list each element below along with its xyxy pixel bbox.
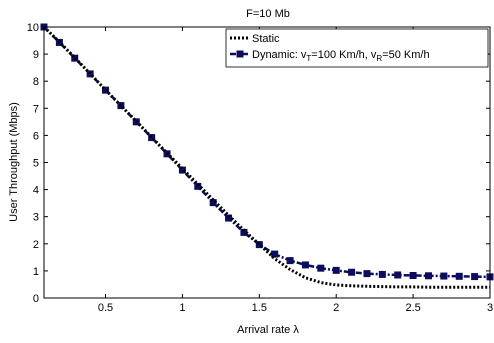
legend: Static Dynamic: vT=100 Km/h, vR=50 Km/h bbox=[225, 28, 489, 68]
series-point-dynamic bbox=[332, 266, 340, 274]
y-tick-label: 8 bbox=[33, 76, 39, 88]
series-point-dynamic bbox=[194, 182, 202, 190]
series-point-dynamic bbox=[363, 270, 371, 278]
series-point-dynamic bbox=[317, 264, 325, 272]
y-tick-label: 6 bbox=[33, 130, 39, 142]
series-point-dynamic bbox=[424, 272, 432, 280]
y-tick-label: 7 bbox=[33, 103, 39, 115]
series-point-dynamic bbox=[148, 134, 156, 142]
series-line-static bbox=[42, 25, 490, 289]
y-tick-label: 1 bbox=[33, 266, 39, 278]
series-point-dynamic bbox=[471, 273, 479, 281]
x-tick-label: 0.5 bbox=[98, 302, 113, 314]
series-point-dynamic bbox=[178, 166, 186, 174]
series-point-dynamic bbox=[348, 268, 356, 276]
y-tick-label: 10 bbox=[27, 22, 39, 34]
series-point-dynamic bbox=[225, 214, 233, 222]
x-tick-label: 1 bbox=[179, 302, 185, 314]
y-tick-label: 0 bbox=[33, 293, 39, 305]
x-axis-label: Arrival rate λ bbox=[237, 324, 299, 336]
series-point-dynamic bbox=[378, 270, 386, 278]
series-point-dynamic bbox=[286, 257, 294, 265]
y-tick-label: 9 bbox=[33, 49, 39, 61]
y-axis: 0 1 2 3 4 5 6 7 8 9 10 bbox=[27, 22, 490, 305]
legend-dynamic-marker bbox=[236, 50, 244, 58]
plot-frame bbox=[43, 26, 491, 299]
series-point-dynamic bbox=[71, 54, 79, 62]
series-point-dynamic bbox=[394, 271, 402, 279]
legend-static-label: Static bbox=[252, 33, 280, 45]
y-tick-label: 5 bbox=[33, 158, 39, 170]
y-tick-label: 3 bbox=[33, 212, 39, 224]
series-point-dynamic bbox=[271, 250, 279, 258]
legend-dynamic-label: Dynamic: vT=100 Km/h, vR=50 Km/h bbox=[252, 49, 430, 63]
series-point-dynamic bbox=[455, 272, 463, 280]
legend-box bbox=[225, 28, 489, 68]
series-point-dynamic bbox=[209, 199, 217, 207]
series-point-dynamic bbox=[240, 228, 248, 236]
chart-title: F=10 Mb bbox=[246, 8, 290, 20]
x-tick-label: 2 bbox=[333, 302, 339, 314]
x-axis: 0.5 1 1.5 2 2.5 3 bbox=[98, 27, 493, 314]
series-point-dynamic bbox=[409, 272, 417, 280]
x-tick-label: 3 bbox=[487, 302, 493, 314]
series-line-dynamic bbox=[43, 26, 491, 279]
y-axis-label: User Throughput (Mbps) bbox=[8, 102, 20, 222]
y-tick-label: 4 bbox=[33, 185, 39, 197]
series-point-dynamic bbox=[301, 261, 309, 269]
y-tick-label: 2 bbox=[33, 239, 39, 251]
series-point-dynamic bbox=[440, 272, 448, 280]
series-point-dynamic bbox=[255, 241, 263, 249]
x-tick-label: 2.5 bbox=[405, 302, 420, 314]
x-tick-label: 1.5 bbox=[252, 302, 267, 314]
